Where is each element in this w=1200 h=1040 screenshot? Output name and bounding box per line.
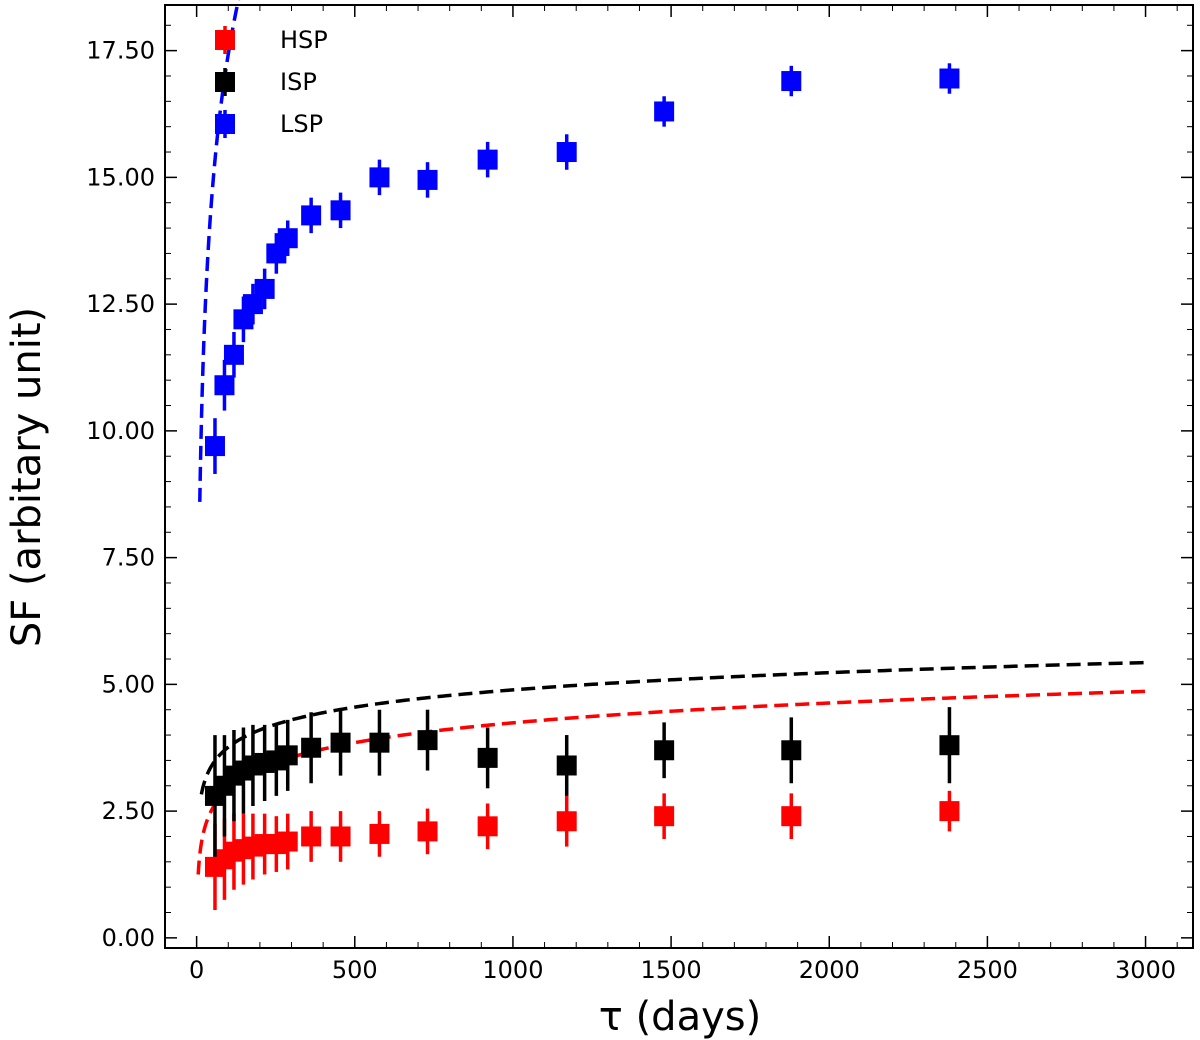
data-point — [654, 101, 675, 122]
y-tick-label: 2.50 — [102, 797, 155, 825]
x-tick-label: 2500 — [957, 956, 1018, 984]
data-point — [417, 821, 438, 842]
data-point — [301, 826, 322, 847]
y-tick-label: 10.00 — [86, 417, 155, 445]
data-point — [417, 169, 438, 190]
legend-label: ISP — [280, 68, 317, 96]
data-point — [556, 755, 577, 776]
legend-label: HSP — [280, 26, 328, 54]
legend-entry-isp: ISP — [215, 68, 317, 96]
x-axis-title: τ (days) — [599, 994, 761, 1040]
data-point — [939, 735, 960, 756]
legend-entry-lsp: LSP — [215, 110, 323, 138]
y-tick-label: 17.50 — [86, 37, 155, 65]
legend: HSP ISP LSP — [215, 26, 328, 138]
x-tick-label: 1500 — [641, 956, 702, 984]
x-tick-label: 3000 — [1115, 956, 1176, 984]
data-point — [477, 747, 498, 768]
data-point — [330, 826, 351, 847]
legend-entry-hsp: HSP — [215, 26, 328, 54]
data-point — [477, 816, 498, 837]
data-point — [781, 806, 802, 827]
data-point — [223, 344, 244, 365]
data-point — [242, 294, 263, 315]
y-tick-label: 0.00 — [102, 924, 155, 952]
data-point — [277, 831, 298, 852]
data-point — [781, 71, 802, 92]
legend-label: LSP — [280, 110, 323, 138]
legend-marker — [215, 30, 235, 50]
data-point — [939, 801, 960, 822]
data-point — [301, 737, 322, 758]
data-point — [233, 309, 254, 330]
legend-marker — [215, 114, 235, 134]
fit-line-isp — [199, 660, 1146, 795]
data-point — [369, 823, 390, 844]
axes-layer: 0 500 1000 1500 2000 2500 3000 0.00 2.50 5.00 7.50… — [86, 4, 1194, 984]
data-points-layer — [204, 63, 960, 910]
data-point — [277, 228, 298, 249]
fit-lines-layer — [196, 0, 1146, 875]
x-tick-label: 500 — [332, 956, 378, 984]
data-point — [301, 205, 322, 226]
y-tick-label: 7.50 — [102, 544, 155, 572]
legend-marker — [215, 72, 235, 92]
data-point — [214, 375, 235, 396]
series-isp — [204, 707, 960, 857]
data-point — [369, 167, 390, 188]
data-point — [330, 200, 351, 221]
plot-frame — [164, 4, 1194, 949]
x-tick-label: 2000 — [799, 956, 860, 984]
y-tick-label: 5.00 — [102, 670, 155, 698]
data-point — [417, 730, 438, 751]
data-point — [254, 278, 275, 299]
data-point — [266, 243, 287, 264]
data-point — [477, 149, 498, 170]
data-point — [556, 142, 577, 163]
y-tick-label: 15.00 — [86, 163, 155, 191]
data-point — [939, 68, 960, 89]
data-point — [330, 732, 351, 753]
series-lsp — [204, 63, 960, 474]
fit-line-lsp — [198, 0, 241, 502]
y-axis-title: SF (arbitary unit) — [4, 307, 50, 647]
y-tick-label: 12.50 — [86, 290, 155, 318]
data-point — [654, 740, 675, 761]
data-point — [556, 811, 577, 832]
data-point — [277, 745, 298, 766]
data-point — [369, 732, 390, 753]
x-tick-label: 1000 — [482, 956, 543, 984]
fit-line-hsp — [196, 689, 1146, 875]
series-hsp — [204, 790, 960, 910]
data-point — [654, 806, 675, 827]
data-point — [204, 436, 225, 457]
x-tick-label: 0 — [189, 956, 204, 984]
data-point — [781, 740, 802, 761]
